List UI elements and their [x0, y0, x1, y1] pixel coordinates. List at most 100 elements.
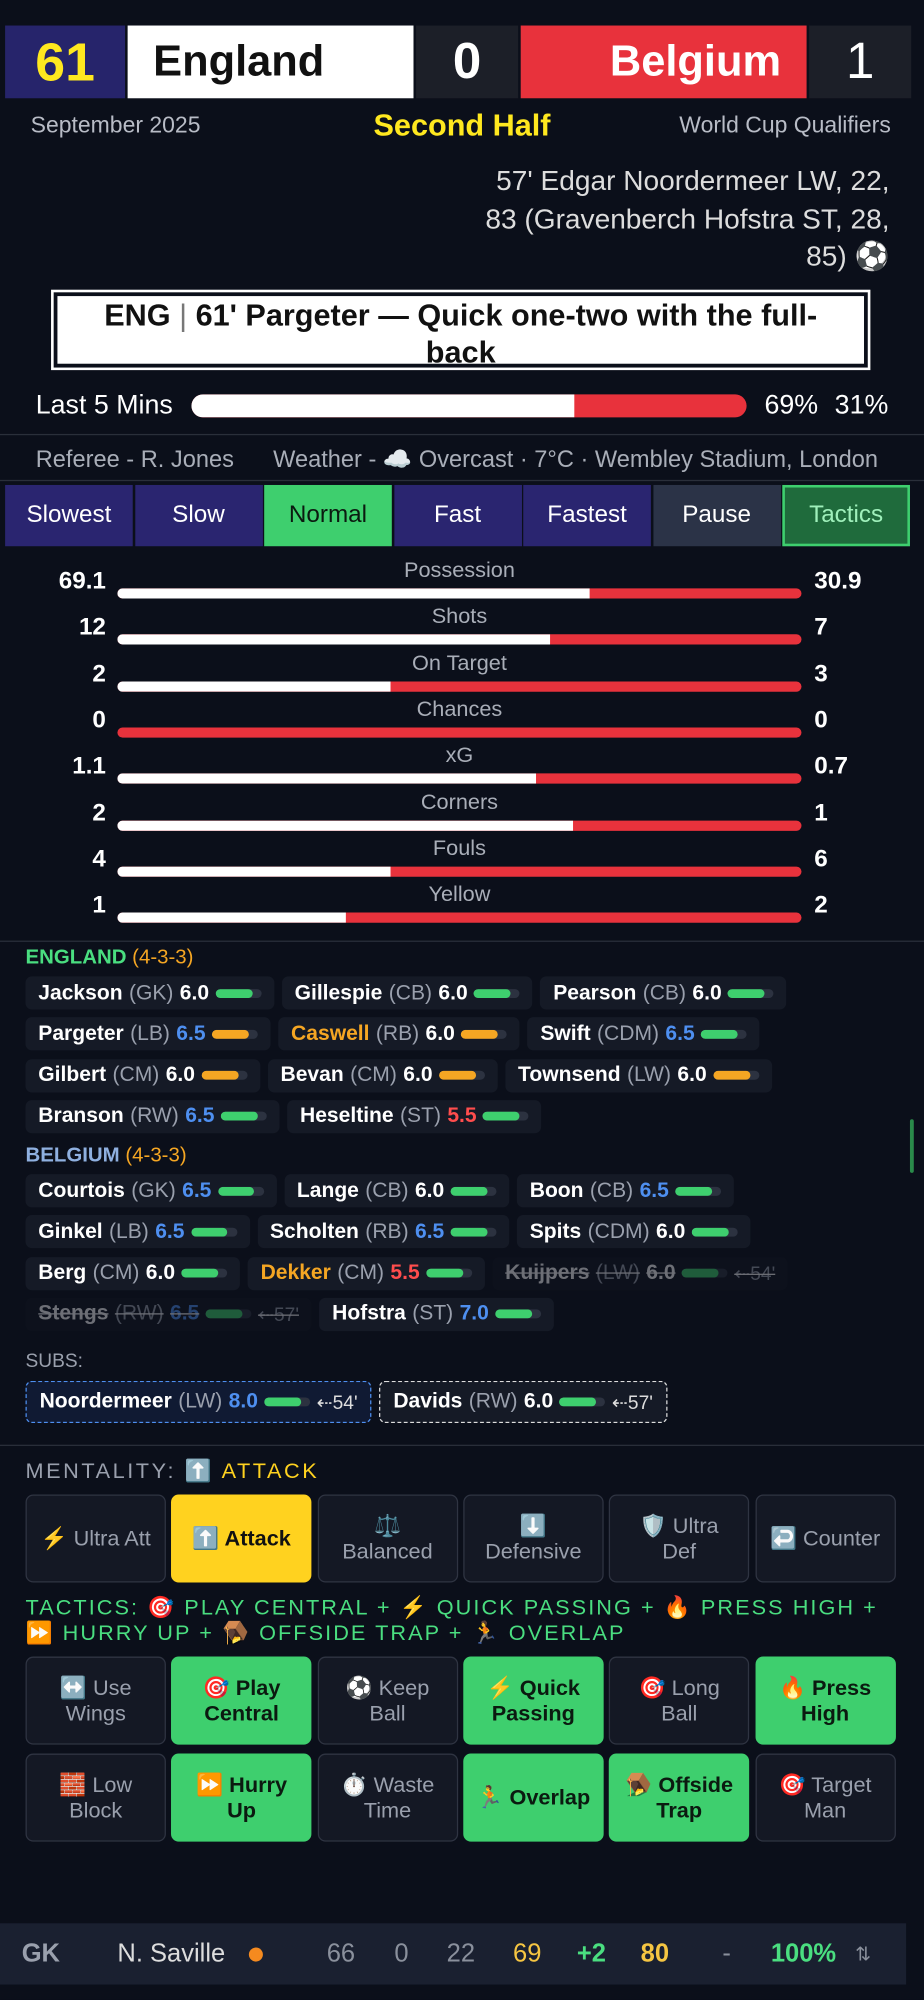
player-chip: Gillespie (CB) 6.0 [281, 976, 533, 1010]
player-name: Bevan [280, 1063, 344, 1087]
fitness-fill [264, 1397, 302, 1407]
stat-away: 2 [814, 892, 828, 920]
tactic-button[interactable]: 🎯 Target Man [754, 1753, 896, 1842]
momentum-bar [191, 394, 747, 418]
fitness-bar [264, 1397, 311, 1407]
player-name: Spits [529, 1219, 582, 1243]
fitness-bar [190, 1227, 237, 1237]
fitness-bar [220, 1112, 267, 1122]
mentality-button[interactable]: ⚖️ Balanced [317, 1494, 458, 1583]
tactics-label: TACTICS: [25, 1595, 140, 1620]
home-team: England [127, 25, 414, 99]
stat-bar [117, 727, 802, 738]
player-name: Hofstra [332, 1302, 406, 1326]
player-pos: (RB) [365, 1219, 409, 1243]
player-pos: (CM) [112, 1063, 160, 1087]
speed-button[interactable]: Normal [264, 484, 392, 547]
stat-home: 4 [92, 845, 106, 873]
tactic-button[interactable]: ⚽ Keep Ball [317, 1656, 458, 1745]
tactic-button[interactable]: 🔥 Press High [754, 1656, 896, 1745]
divider [0, 1444, 924, 1446]
player-name: Davids [393, 1389, 463, 1413]
away-score: 1 [809, 25, 912, 99]
stat-label: Shots [431, 604, 488, 629]
stat-bar-home [117, 819, 574, 831]
mentality-button[interactable]: ⬇️ Defensive [463, 1494, 604, 1583]
speed-button[interactable]: Tactics [782, 484, 910, 547]
fitness-bar [450, 1227, 497, 1237]
player-name: Stengs [38, 1302, 109, 1326]
tactic-button[interactable]: 🧱 Low Block [25, 1753, 166, 1842]
speed-button[interactable]: Pause [652, 484, 781, 547]
fitness-bar [701, 1029, 747, 1039]
player-chip: Kuijpers (LW) 6.0 ⇠54' [492, 1256, 788, 1290]
mentality-button[interactable]: ↩️ Counter [754, 1494, 896, 1583]
referee: Referee - R. Jones [35, 445, 234, 473]
tactics-header: TACTICS: 🎯 PLAY CENTRAL + ⚡ QUICK PASSIN… [26, 1595, 907, 1646]
stat-home: 2 [92, 799, 106, 827]
player-stat: 22 [446, 1939, 476, 1968]
fitness-fill [201, 1070, 239, 1080]
team-header: ENGLAND (4-3-3) [26, 947, 194, 970]
tactic-button[interactable]: 🪤 Offside Trap [609, 1753, 750, 1842]
fitness-bar [215, 988, 262, 998]
player-name: Townsend [518, 1063, 621, 1087]
player-chip[interactable]: Noordermeer (LW) 8.0 ⇠54' [25, 1380, 372, 1424]
minute: 61 [5, 25, 126, 99]
player-chip: Townsend (LW) 6.0 [505, 1058, 772, 1092]
tactic-button[interactable]: ⏩ Hurry Up [171, 1753, 312, 1842]
player-rating: 5.5 [447, 1104, 477, 1128]
fitness-bar [728, 988, 774, 998]
player-chip: Lange (CB) 6.0 [284, 1174, 510, 1208]
speed-button[interactable]: Slow [134, 484, 263, 547]
mentality-button[interactable]: ⬆️ Attack [171, 1494, 312, 1583]
tactic-button[interactable]: 🎯 Long Ball [609, 1656, 750, 1745]
player-rating: 5.5 [390, 1261, 420, 1285]
fitness-bar [474, 988, 521, 998]
speed-button[interactable]: Fast [393, 484, 522, 547]
commentary: ENG | 61' Pargeter — Quick one-two with … [51, 289, 871, 371]
player-rating: 6.5 [639, 1178, 669, 1202]
stat-bar-home [117, 773, 536, 784]
player-name: Jackson [38, 980, 123, 1004]
player-chip: Hofstra (ST) 7.0 [319, 1297, 554, 1331]
tactic-button[interactable]: ⚡ Quick Passing [463, 1656, 604, 1745]
stat-bar [117, 680, 802, 692]
date: September 2025 [30, 112, 201, 138]
player-pos: (CB) [365, 1178, 409, 1202]
player-chip[interactable]: Davids (RW) 6.0 ⇠57' [379, 1380, 667, 1424]
tactic-button[interactable]: ↔️ Use Wings [25, 1656, 166, 1745]
stat-home: 1.1 [72, 753, 106, 781]
player-chip: Spits (CDM) 6.0 [516, 1215, 751, 1249]
subs-label: SUBS: [25, 1350, 83, 1372]
fitness-fill [461, 1029, 498, 1039]
stat-bar [117, 866, 802, 877]
player-chip: Gilbert (CM) 6.0 [25, 1058, 261, 1092]
speed-button[interactable]: Fastest [523, 484, 651, 547]
player-rating: 6.0 [692, 980, 722, 1004]
speed-button[interactable]: Slowest [5, 484, 133, 547]
fitness-fill [681, 1268, 719, 1278]
player-name: Boon [529, 1178, 584, 1202]
player-chip: Caswell (RB) 6.0 [278, 1017, 520, 1051]
fitness-fill [211, 1029, 249, 1039]
player-pos: (CB) [642, 980, 686, 1004]
sub-off: ⇠54' [734, 1262, 776, 1285]
team-header: BELGIUM (4-3-3) [26, 1145, 187, 1168]
phase: Second Half [373, 108, 551, 143]
player-stat: 66 [326, 1939, 356, 1968]
stat-label: Corners [420, 789, 499, 814]
team-name: BELGIUM [25, 1144, 120, 1167]
tactic-button[interactable]: ⏱️ Waste Time [317, 1753, 458, 1842]
player-name: Branson [38, 1104, 124, 1128]
tactic-button[interactable]: 🏃 Overlap [463, 1753, 604, 1842]
mentality-button[interactable]: ⚡ Ultra Att [25, 1494, 166, 1583]
player-pos: (LB) [109, 1219, 149, 1243]
player-name: Scholten [269, 1219, 359, 1243]
mentality-button[interactable]: 🛡️ Ultra Def [609, 1494, 750, 1583]
info-row: Referee - R. Jones Weather - ☁️ Overcast… [0, 433, 924, 482]
player-name: Ginkel [38, 1219, 103, 1243]
away-team: Belgium [520, 25, 807, 99]
tactic-button[interactable]: 🎯 Play Central [171, 1656, 312, 1745]
